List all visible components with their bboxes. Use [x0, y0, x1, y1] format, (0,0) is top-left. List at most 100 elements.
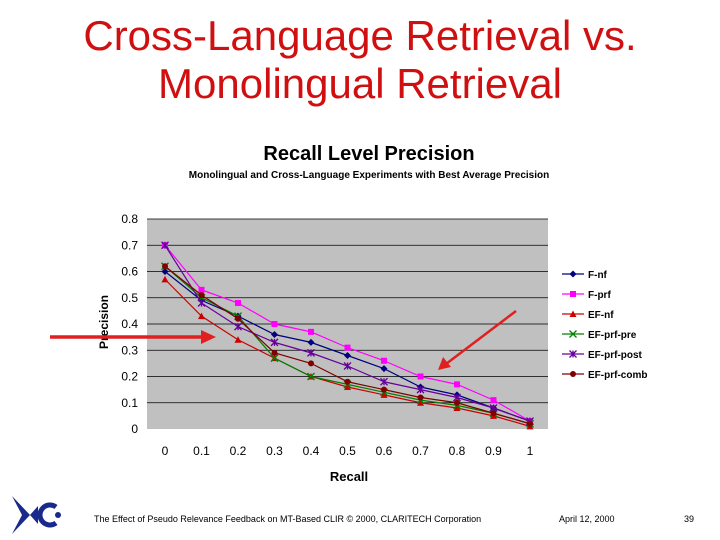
- data-point: [569, 270, 577, 278]
- x-tick-label: 0.3: [266, 444, 283, 458]
- legend-entry: F-nf: [562, 270, 608, 281]
- y-tick-label: 0.6: [121, 265, 138, 279]
- x-tick-label: 0.7: [412, 444, 429, 458]
- data-point: [161, 268, 169, 275]
- data-point: [162, 263, 168, 270]
- data-point: [343, 362, 352, 370]
- data-point: [380, 391, 388, 398]
- y-tick-label: 0.3: [121, 343, 138, 357]
- data-point: [569, 310, 577, 317]
- slide-title-line-2: Monolingual Retrieval: [158, 60, 562, 107]
- legend-entry: EF-prf-pre: [562, 330, 637, 341]
- x-tick-label: 0.6: [376, 444, 393, 458]
- claritech-logo-icon: [12, 496, 61, 534]
- x-axis-label: Recall: [330, 469, 368, 484]
- chart-subtitle: Monolingual and Cross-Language Experimen…: [189, 170, 549, 181]
- y-tick-label: 0.1: [121, 396, 138, 410]
- data-point: [235, 300, 241, 306]
- data-point: [453, 404, 461, 411]
- data-point: [270, 338, 279, 347]
- legend-label: EF-prf-pre: [588, 330, 637, 341]
- data-point: [381, 357, 387, 364]
- data-point: [307, 348, 315, 357]
- x-tick-label: 0: [162, 444, 169, 458]
- data-point: [308, 328, 314, 335]
- data-point: [417, 399, 424, 406]
- legend: [556, 262, 658, 384]
- red-arrow-right: [445, 310, 517, 365]
- y-tick-label: 0: [131, 422, 138, 436]
- data-point: [416, 385, 425, 394]
- data-point: [308, 360, 314, 367]
- footer-date: April 12, 2000: [559, 514, 615, 524]
- data-point: [161, 241, 169, 250]
- page-number: 39: [684, 514, 695, 524]
- data-point: [344, 352, 351, 359]
- x-tick-label: 0.9: [485, 444, 502, 458]
- legend-entry: F-prf: [562, 290, 611, 301]
- data-point: [527, 420, 533, 427]
- data-point: [197, 299, 206, 307]
- x-tick-label: 0.4: [303, 444, 320, 458]
- data-point: [490, 397, 497, 404]
- red-arrow-left-head: [201, 330, 216, 344]
- y-tick-label: 0.8: [121, 212, 138, 226]
- data-point: [198, 292, 205, 299]
- data-point: [271, 331, 278, 338]
- data-point: [570, 291, 576, 297]
- data-point: [270, 354, 279, 363]
- series-ef-prf-comb: [162, 263, 533, 427]
- x-tick-labels: 0 0.1 0.2 0.3 0.4 0.5 0.6 0.7 0.8 0.9 1: [162, 444, 534, 458]
- x-tick-label: 0.5: [339, 444, 356, 458]
- y-tick-label: 0.5: [121, 291, 138, 305]
- data-point: [198, 286, 205, 293]
- x-tick-label: 0.2: [230, 444, 247, 458]
- data-point: [454, 381, 460, 388]
- legend-entry: EF-prf-post: [562, 350, 643, 361]
- data-point: [271, 321, 278, 327]
- y-tick-label: 0.4: [121, 317, 138, 331]
- data-point: [380, 365, 388, 373]
- data-point: [344, 378, 351, 385]
- data-point: [490, 410, 497, 417]
- x-tick-label: 1: [527, 444, 534, 458]
- x-tick-label: 0.8: [449, 444, 466, 458]
- chart-title: Recall Level Precision: [263, 143, 474, 165]
- data-point: [198, 312, 205, 320]
- data-point: [417, 373, 424, 380]
- data-point: [569, 350, 577, 358]
- data-point: [381, 386, 387, 393]
- legend-label: EF-nf: [588, 310, 614, 321]
- annotation-arrows: [50, 310, 517, 370]
- y-tick-labels: 0 0.1 0.2 0.3 0.4 0.5 0.6 0.7 0.8: [121, 212, 138, 436]
- data-point: [307, 338, 315, 346]
- footer-text: The Effect of Pseudo Relevance Feedback …: [94, 514, 482, 524]
- legend-entries: F-nf F-prf EF-nf EF-prf-pre EF-prf-post EF-pr…: [562, 270, 647, 381]
- legend-label: EF-prf-comb: [588, 370, 647, 381]
- slide-title: Cross-Language Retrieval vs. Monolingual…: [0, 12, 720, 108]
- legend-label: F-nf: [588, 270, 608, 281]
- data-point: [161, 275, 169, 283]
- data-point: [307, 372, 315, 381]
- y-tick-label: 0.7: [121, 238, 138, 252]
- data-point: [569, 330, 577, 338]
- x-tick-label: 0.1: [193, 444, 210, 458]
- data-point: [234, 322, 242, 331]
- data-point: [570, 371, 576, 377]
- series-lines: [161, 241, 534, 430]
- red-arrow-right-head: [438, 357, 451, 370]
- data-point: [235, 315, 241, 322]
- y-axis-label: Precision: [97, 295, 111, 349]
- legend-label: EF-prf-post: [588, 350, 643, 361]
- gridlines: [147, 218, 548, 404]
- data-point: [454, 399, 460, 406]
- y-tick-label: 0.2: [121, 370, 138, 384]
- data-point: [380, 377, 388, 386]
- legend-entry: EF-nf: [562, 310, 614, 321]
- legend-entry: EF-prf-comb: [562, 370, 647, 381]
- data-point: [344, 344, 351, 351]
- data-point: [344, 383, 351, 390]
- legend-label: F-prf: [588, 290, 611, 301]
- slide-title-line-1: Cross-Language Retrieval vs.: [83, 12, 637, 59]
